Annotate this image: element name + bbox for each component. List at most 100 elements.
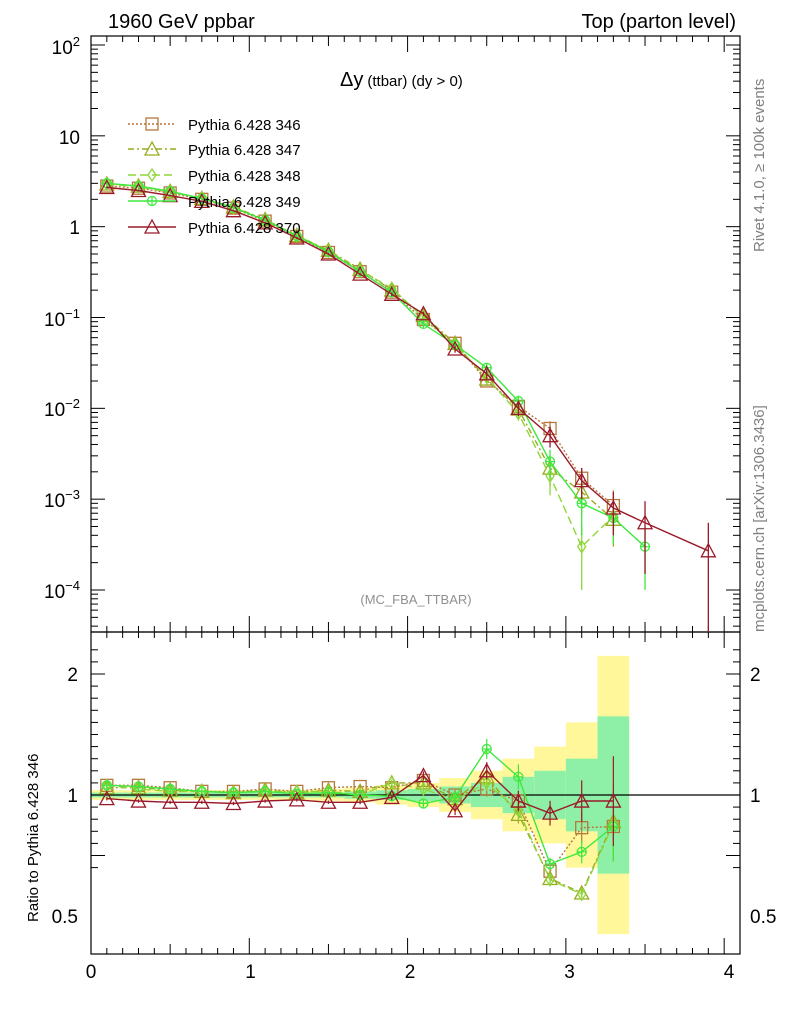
- plot-title: Δy (ttbar) (dy > 0): [340, 69, 463, 91]
- legend-label-370: Pythia 6.428 370: [188, 220, 301, 237]
- mcplots-label: mcplots.cern.ch [arXiv:1306.3436]: [751, 405, 768, 632]
- y-tick-label-1: 1: [69, 218, 80, 239]
- series-line-4: [106, 186, 709, 552]
- point-2-2: [165, 184, 175, 200]
- point-0-8: [353, 264, 367, 279]
- ratio-point-2-5: [260, 784, 270, 799]
- point-4-7: [320, 245, 337, 261]
- main-y-tick-labels: 102 10 1 10−1 10−2 10−3 10−4: [44, 34, 80, 603]
- legend-label-346: Pythia 6.428 346: [188, 117, 301, 134]
- ratio-point-4-1: [130, 792, 147, 808]
- y-tick-label-0.1: 10−1: [44, 306, 80, 331]
- header-left: 1960 GeV ppbar: [108, 11, 255, 33]
- ratio-point-4-3: [193, 793, 210, 809]
- legend-label-347: Pythia 6.428 347: [188, 142, 301, 159]
- ratio-series-3: [101, 739, 619, 871]
- series-line-2: [106, 183, 614, 548]
- series-line-0: [106, 185, 614, 507]
- ratio-point-4-13: [510, 792, 527, 808]
- main-series-layer: [98, 175, 717, 632]
- point-2-6: [291, 228, 302, 243]
- ratio-point-2-12: [481, 775, 492, 791]
- point-4-0: [98, 179, 115, 195]
- ratio-point-4-14: [541, 804, 559, 820]
- ratio-point-1-13: [510, 805, 527, 822]
- ratio-tick-label-2-right: 2: [750, 665, 761, 686]
- ratio-point-4-9: [383, 789, 400, 805]
- ratio-point-4-15: [573, 792, 590, 808]
- point-4-18: [700, 542, 717, 558]
- point-2-12: [481, 370, 492, 385]
- point-4-9: [383, 285, 400, 301]
- legend: Pythia 6.428 346 Pythia 6.428 347 Pythia…: [128, 117, 301, 237]
- x-tick-label-3: 3: [564, 962, 575, 983]
- ratio-point-4-5: [257, 792, 274, 808]
- ratio-point-4-2: [162, 793, 179, 809]
- series-line-1: [106, 183, 614, 520]
- ratio-series-4: [98, 756, 622, 846]
- ratio-point-4-8: [352, 793, 369, 809]
- point-2-1: [133, 179, 144, 194]
- ratio-point-2-13: [513, 803, 524, 818]
- legend-marker-1: [143, 140, 161, 156]
- ratio-tick-label-1-left: 1: [67, 786, 78, 807]
- axes: [90, 36, 740, 954]
- header-right: Top (parton level): [581, 11, 736, 33]
- ratio-point-4-11: [446, 802, 464, 818]
- ratio-point-2-15: [576, 887, 587, 902]
- legend-marker-2: [147, 167, 157, 183]
- ratio-plot-frame: [90, 631, 741, 955]
- rivet-label: Rivet 4.1.0, ≥ 100k events: [751, 79, 768, 252]
- point-4-13: [510, 399, 527, 415]
- legend-label-348: Pythia 6.428 348: [188, 168, 301, 185]
- point-4-5: [257, 214, 274, 230]
- ratio-tick-label-0.5-left: 0.5: [52, 907, 78, 928]
- point-4-6: [288, 229, 305, 245]
- legend-marker-4: [143, 218, 161, 234]
- y-tick-label-10: 10: [59, 128, 80, 149]
- series-4: [98, 179, 717, 632]
- ratio-y-tick-labels: 0.5 1 2 0.5 1 2: [52, 665, 777, 928]
- ratio-point-4-16: [605, 792, 622, 808]
- analysis-watermark: (MC_FBA_TTBAR): [360, 592, 471, 607]
- ratio-point-2-10: [418, 781, 429, 797]
- x-tick-label-1: 1: [245, 962, 256, 983]
- y-tick-label-0.0001: 10−4: [44, 578, 80, 603]
- ratio-tick-label-2-left: 2: [67, 665, 78, 686]
- ratio-y-axis-label: Ratio to Pythia 6.428 346: [25, 754, 42, 922]
- point-2-14: [545, 468, 555, 484]
- point-4-11: [446, 340, 464, 356]
- point-4-12: [478, 365, 495, 381]
- ratio-point-2-9: [386, 775, 397, 791]
- ratio-point-4-0: [98, 790, 115, 806]
- point-2-5: [260, 212, 270, 228]
- ratio-point-2-3: [197, 784, 207, 799]
- x-tick-labels: 0 1 2 3 4: [86, 962, 735, 983]
- legend-marker-0: [145, 117, 159, 131]
- point-2-4: [228, 200, 239, 215]
- series-line-3: [106, 182, 646, 548]
- point-4-3: [193, 192, 210, 208]
- point-4-8: [352, 265, 369, 281]
- ratio-tick-label-0.5-right: 0.5: [750, 907, 776, 928]
- point-4-4: [225, 202, 242, 218]
- point-4-1: [130, 182, 147, 198]
- x-tick-label-4: 4: [724, 962, 735, 983]
- ratio-point-4-7: [320, 793, 337, 809]
- y-tick-label-0.01: 10−2: [44, 396, 80, 421]
- point-4-14: [541, 427, 559, 443]
- point-2-3: [197, 191, 207, 206]
- point-4-10: [415, 305, 432, 321]
- series-0: [100, 179, 621, 531]
- point-4-15: [573, 472, 590, 488]
- ratio-point-4-4: [225, 795, 242, 811]
- x-tick-label-0: 0: [86, 962, 97, 983]
- ratio-tick-label-1-right: 1: [750, 786, 761, 807]
- point-2-15: [576, 539, 587, 554]
- series-2: [102, 176, 619, 590]
- point-4-17: [636, 514, 654, 530]
- x-tick-label-2: 2: [405, 962, 416, 983]
- legend-label-349: Pythia 6.428 349: [188, 194, 301, 211]
- ratio-point-2-14: [545, 872, 555, 887]
